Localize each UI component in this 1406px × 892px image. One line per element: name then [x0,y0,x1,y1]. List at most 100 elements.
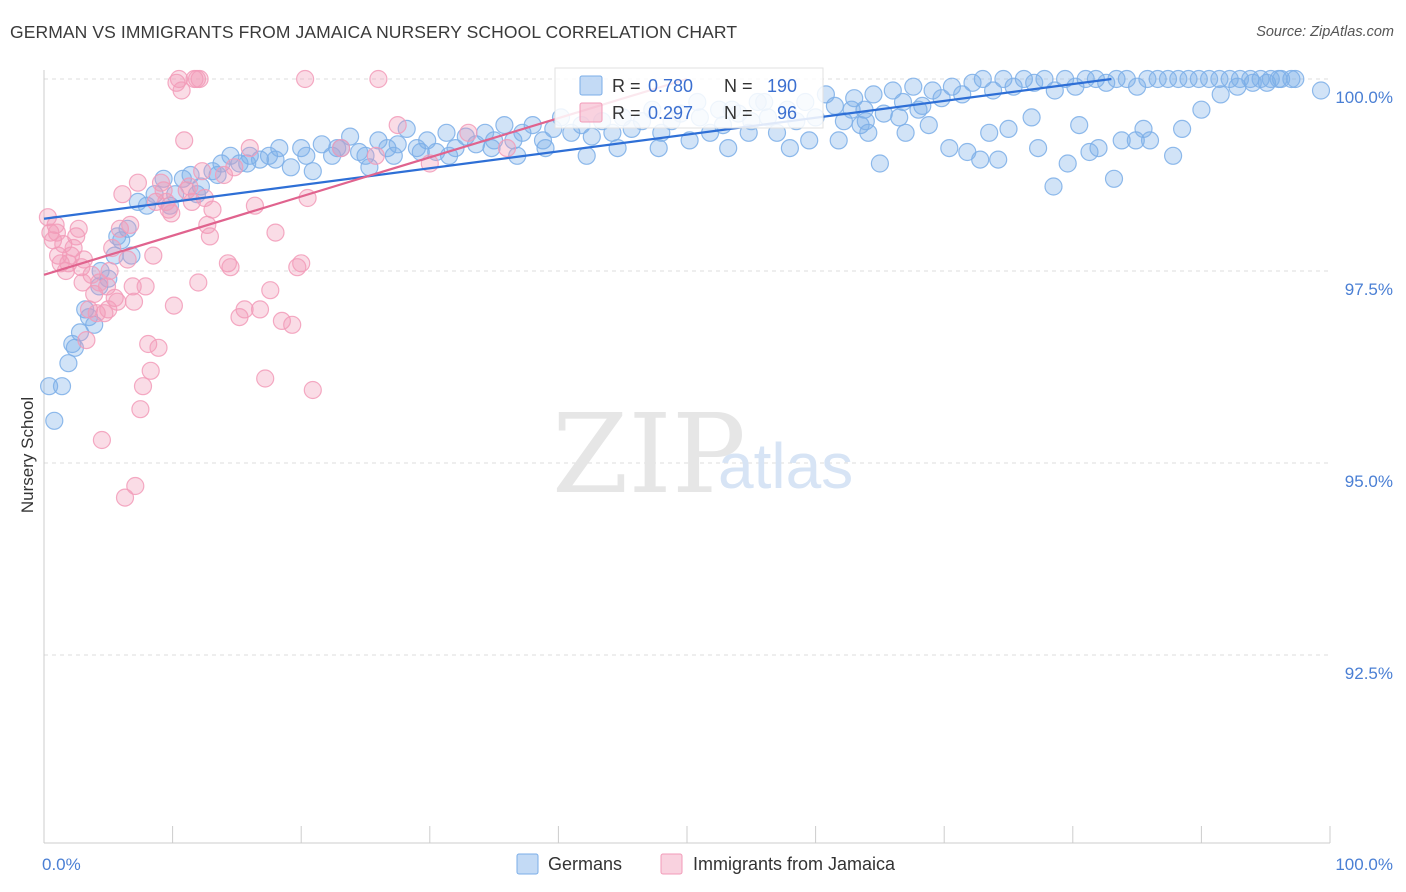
bottom-legend-label-germans[interactable]: Germans [548,854,622,874]
data-point-germans [1199,69,1219,89]
data-point-germans [1243,73,1262,92]
legend-n-value-germans: 190 [767,76,797,96]
data-point-jamaica [296,69,315,89]
chart-source: Source: ZipAtlas.com [1256,24,1394,40]
data-point-germans [1028,139,1048,158]
data-point-germans [859,123,878,142]
data-point-germans [1311,81,1331,100]
data-point-jamaica [73,273,92,292]
data-point-jamaica [99,300,118,319]
data-point-jamaica [124,292,144,311]
y-axis-label: Nursery School [18,397,37,513]
data-point-germans [266,150,285,169]
data-point-germans [800,131,819,150]
data-point-germans [1089,139,1108,158]
data-point-jamaica [388,115,407,135]
data-point-jamaica [221,258,240,277]
data-point-germans [883,81,902,100]
y-tick-label: 92.5% [1345,664,1393,683]
data-point-germans [39,377,59,396]
data-point-germans [856,112,875,131]
data-point-germans [989,150,1008,169]
data-point-germans [1138,69,1157,89]
data-point-germans [1220,69,1239,89]
bottom-legend-label-jamaica[interactable]: Immigrants from Jamaica [693,854,896,874]
data-point-germans [59,354,78,373]
data-point-germans [208,165,227,185]
trend-line-germans [43,77,1112,220]
data-point-germans [281,158,300,177]
data-point-germans [1210,69,1229,89]
data-point-germans [437,123,456,142]
data-point-jamaica [240,139,259,158]
data-point-jamaica [126,476,145,496]
data-point-jamaica [180,177,199,196]
legend-n-label-jamaica: N = [724,103,753,123]
watermark-zip: ZIP [552,390,746,518]
data-point-jamaica [172,81,191,100]
data-point-germans [1179,69,1198,89]
data-point-germans [1163,146,1183,165]
data-point-jamaica [214,165,234,185]
data-point-jamaica [64,238,83,258]
data-point-jamaica [332,139,351,158]
data-point-jamaica [47,223,67,242]
data-point-germans [1189,69,1208,89]
data-point-jamaica [292,254,311,273]
data-point-germans [842,100,861,119]
legend-n-label-germans: N = [724,76,753,96]
data-point-germans [52,377,72,396]
legend-r-label-jamaica: R = [612,103,641,123]
data-point-germans [1070,115,1089,135]
legend-n-value-jamaica: 96 [777,103,797,123]
data-point-jamaica [136,277,155,296]
data-point-jamaica [154,181,173,200]
data-point-germans [680,131,699,150]
data-point-germans [971,150,990,169]
data-point-jamaica [162,204,181,223]
y-tick-labels: 100.0% 97.5% 95.0% 92.5% [1335,88,1393,683]
data-point-jamaica [497,139,517,158]
stats-legend: R = 0.780 N = 190 R = 0.297 N = 96 [554,67,824,129]
data-point-jamaica [144,246,163,265]
data-point-germans [649,139,668,158]
data-point-germans [1228,77,1247,96]
data-point-germans [303,162,322,181]
data-point-germans [1282,69,1301,89]
data-point-germans [1014,69,1034,89]
data-point-jamaica [200,227,219,246]
data-point-jamaica [115,488,135,507]
data-point-germans [577,146,596,165]
data-point-germans [919,115,938,135]
watermark: ZIP atlas [552,390,853,518]
data-point-germans [270,139,289,158]
y-tick-label: 100.0% [1335,88,1393,107]
legend-swatch-jamaica [579,102,603,123]
data-point-germans [829,131,848,150]
bottom-legend-swatch-germans[interactable] [516,853,539,875]
data-point-jamaica [266,223,285,242]
data-point-germans [1117,69,1136,89]
data-point-germans [1211,85,1230,104]
data-point-germans [388,135,407,154]
data-point-germans [1158,69,1178,89]
data-point-germans [890,108,909,127]
data-point-germans [940,139,959,158]
data-point-jamaica [113,185,132,204]
y-tick-label: 97.5% [1345,280,1393,299]
bottom-legend-swatch-jamaica[interactable] [660,853,683,875]
legend-swatch-germans [579,75,603,96]
data-point-germans [440,146,459,165]
data-point-germans [1134,119,1153,138]
data-point-jamaica [256,369,275,388]
watermark-atlas: atlas [718,430,853,502]
data-point-jamaica [189,273,208,292]
data-point-germans [1140,131,1160,150]
data-point-germans [1127,77,1147,96]
data-point-germans [312,135,331,154]
data-point-jamaica [123,277,142,296]
data-point-jamaica [133,377,153,396]
data-point-jamaica [131,400,150,419]
data-point-jamaica [190,69,209,89]
